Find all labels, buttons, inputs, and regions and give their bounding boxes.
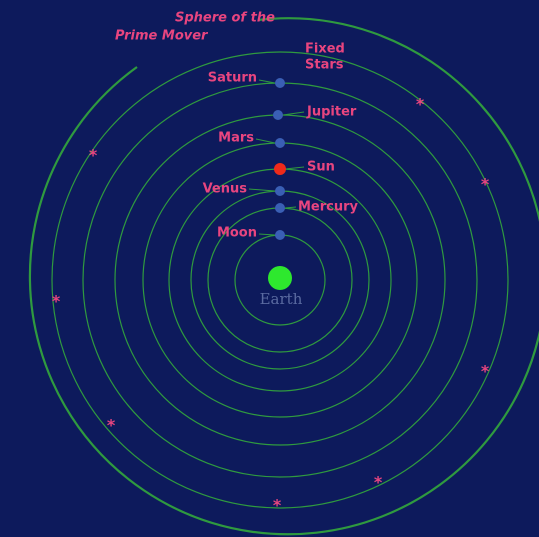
prime-mover-label: Prime Mover	[115, 29, 209, 44]
star: *	[481, 362, 490, 381]
venus	[275, 186, 285, 196]
planet-label: Sun	[307, 160, 335, 175]
planet-label: Saturn	[208, 71, 257, 86]
fixed-stars-label: Stars	[305, 58, 344, 73]
planet-label: Venus	[203, 182, 248, 197]
planet-label: Mercury	[298, 200, 359, 215]
earth	[268, 266, 292, 290]
fixed-stars-label: Fixed	[305, 42, 345, 57]
earth-label: Earth	[260, 290, 303, 308]
star: *	[107, 416, 116, 435]
star: *	[481, 175, 490, 194]
planet-label: Mars	[218, 131, 254, 146]
sun	[274, 163, 286, 175]
jupiter	[273, 110, 283, 120]
star: *	[374, 473, 383, 492]
geocentric-diagram: * * * * * * * * Sphere of the Prime Move…	[0, 0, 539, 537]
saturn	[275, 78, 285, 88]
mars	[275, 138, 285, 148]
mercury	[275, 203, 285, 213]
moon	[275, 230, 285, 240]
star: *	[416, 95, 425, 114]
star: *	[273, 496, 282, 515]
prime-mover-label: Sphere of the	[175, 11, 275, 26]
background	[0, 0, 539, 537]
planet-label: Jupiter	[306, 105, 357, 120]
star: *	[52, 292, 61, 311]
planet-label: Moon	[217, 226, 257, 241]
star: *	[89, 146, 98, 165]
